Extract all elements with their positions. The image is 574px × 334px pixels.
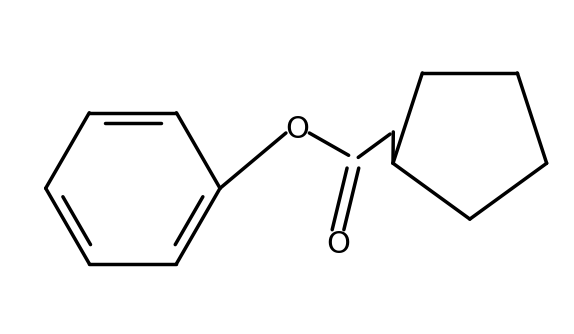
Text: O: O	[326, 230, 350, 259]
Text: O: O	[286, 115, 309, 144]
